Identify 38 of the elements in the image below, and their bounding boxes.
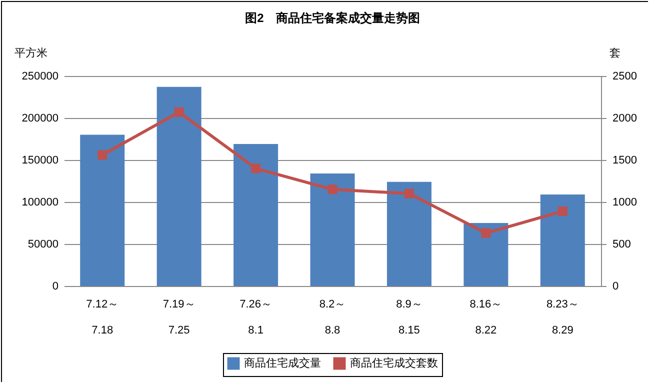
category-label: 7.19～ 7.25: [162, 298, 196, 336]
y2-axis-title: 套: [610, 48, 620, 60]
category-label: 8.23～ 8.29: [546, 298, 579, 336]
point: [98, 150, 108, 160]
y-axis-title: 平方米: [14, 46, 48, 60]
y2-tick-label: 2000: [612, 112, 637, 124]
category-label: 7.12～ 7.18: [86, 298, 119, 336]
y-tick-label: 250000: [22, 70, 58, 82]
bar: [540, 194, 585, 286]
bar: [80, 134, 125, 286]
bar: [234, 144, 278, 286]
y-tick-label: 150000: [22, 154, 58, 166]
point: [404, 188, 414, 198]
y-tick-label: 50000: [28, 238, 58, 250]
category-label: 8.9～ 8.15: [396, 298, 422, 336]
point: [251, 164, 261, 174]
legend-label: 商品住宅成交套数: [350, 356, 438, 370]
category-label: 8.16～ 8.22: [470, 298, 502, 336]
chart-title: 图2 商品住宅备案成交量走势图: [245, 11, 420, 25]
y-tick-label: 0: [52, 280, 58, 292]
bar: [310, 173, 355, 286]
category-label: 7.26～ 8.1: [240, 298, 272, 336]
point: [558, 206, 568, 216]
y2-tick-label: 2500: [612, 70, 637, 82]
bar: [156, 86, 202, 286]
y-tick-label: 100000: [22, 196, 58, 208]
y2-tick-label: 0: [612, 280, 619, 292]
bar: [386, 182, 432, 286]
point: [481, 228, 491, 238]
bar: [464, 223, 508, 286]
y2-tick-label: 500: [612, 238, 631, 250]
point: [174, 107, 184, 117]
y2-tick-label: 1000: [612, 196, 637, 208]
y-tick-label: 200000: [22, 112, 58, 124]
y2-tick-label: 1500: [612, 154, 637, 166]
category-label: 8.2～ 8.8: [319, 298, 346, 336]
legend-label: 商品住宅成交量: [244, 356, 321, 370]
point: [328, 184, 338, 194]
